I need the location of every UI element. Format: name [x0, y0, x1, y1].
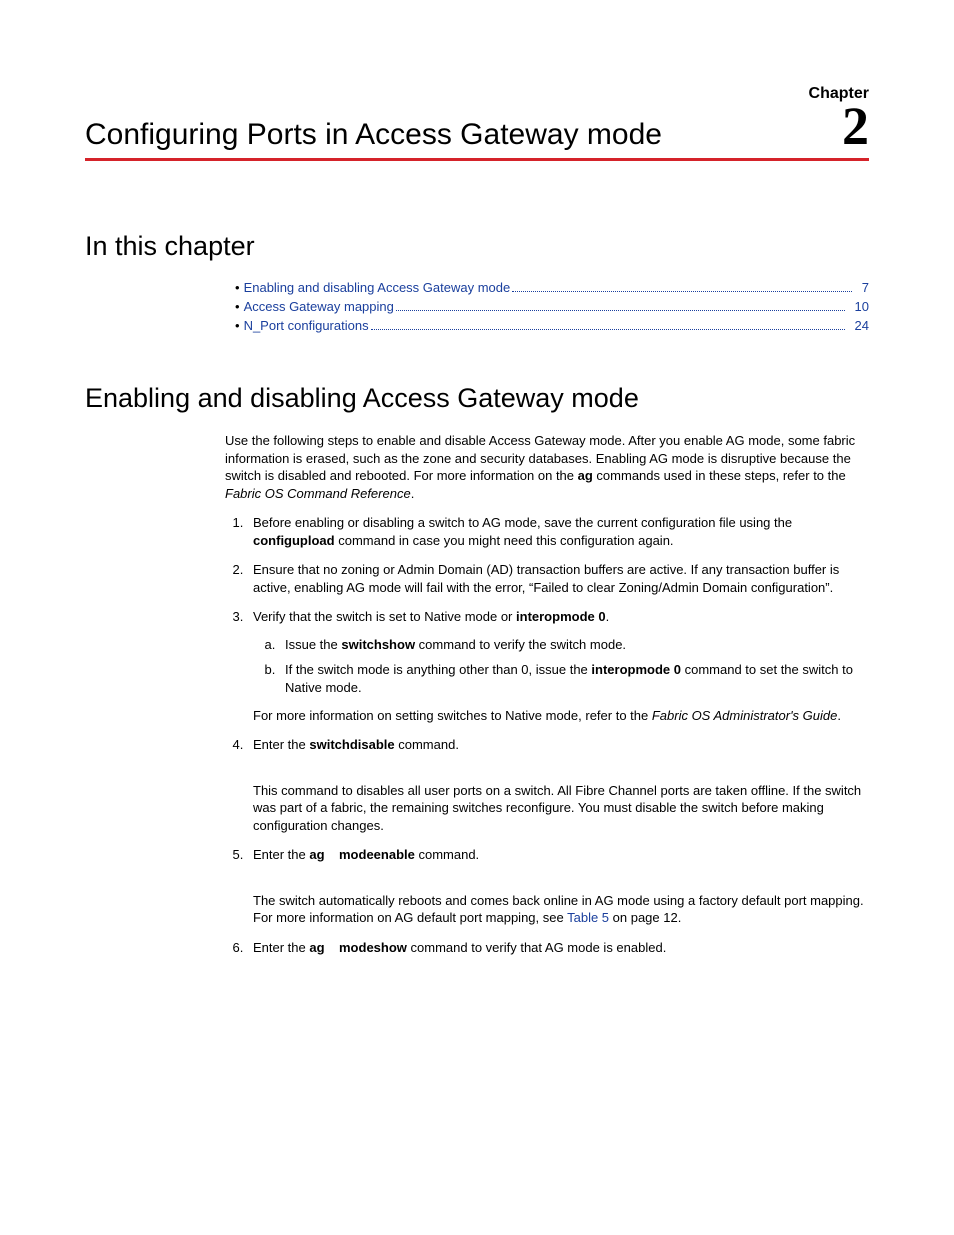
toc-leader: [396, 310, 845, 311]
command-text: configupload: [253, 533, 335, 548]
toc-link[interactable]: N_Port configurations: [244, 318, 369, 333]
toc-leader: [512, 291, 852, 292]
chapter-number: 2: [842, 105, 869, 148]
step-item: Ensure that no zoning or Admin Domain (A…: [247, 561, 869, 596]
reference-text: Fabric OS Administrator's Guide: [652, 708, 838, 723]
text: Before enabling or disabling a switch to…: [253, 515, 792, 530]
toc-page[interactable]: 7: [856, 280, 869, 295]
text: Enter the: [253, 737, 309, 752]
text: commands used in these steps, refer to t…: [593, 468, 846, 483]
section-body: Use the following steps to enable and di…: [225, 432, 869, 956]
text: command.: [415, 847, 479, 862]
reference-text: Fabric OS Command Reference: [225, 486, 411, 501]
toc-list: • Enabling and disabling Access Gateway …: [235, 280, 869, 333]
page: Chapter Configuring Ports in Access Gate…: [0, 0, 954, 1028]
chapter-label: Chapter: [85, 85, 869, 103]
substep-item: If the switch mode is anything other tha…: [279, 661, 869, 696]
command-text: interopmode 0: [591, 662, 681, 677]
substeps-list: Issue the switchshow command to verify t…: [253, 636, 869, 697]
chapter-header: Configuring Ports in Access Gateway mode…: [85, 105, 869, 161]
text: Verify that the switch is set to Native …: [253, 609, 516, 624]
command-text: switchdisable: [309, 737, 394, 752]
step-item: Verify that the switch is set to Native …: [247, 608, 869, 724]
command-text: switchshow: [341, 637, 415, 652]
substep-item: Issue the switchshow command to verify t…: [279, 636, 869, 654]
command-text: ag: [578, 468, 593, 483]
toc-link[interactable]: Enabling and disabling Access Gateway mo…: [244, 280, 511, 295]
text: on page 12.: [609, 910, 681, 925]
toc-page[interactable]: 10: [849, 299, 869, 314]
text: Issue the: [285, 637, 341, 652]
command-text: [325, 940, 339, 955]
bullet-icon: •: [235, 318, 240, 333]
step-item: Enter the ag modeshow command to verify …: [247, 939, 869, 957]
text: command to verify the switch mode.: [415, 637, 626, 652]
text: The switch automatically reboots and com…: [253, 893, 864, 926]
command-text: [325, 847, 339, 862]
text: Enter the: [253, 940, 309, 955]
text: .: [411, 486, 415, 501]
toc-page[interactable]: 24: [849, 318, 869, 333]
steps-list: Before enabling or disabling a switch to…: [225, 514, 869, 956]
command-text: modeshow: [339, 940, 407, 955]
command-text: modeenable: [339, 847, 415, 862]
step-body: This command to disables all user ports …: [253, 782, 869, 835]
chapter-title: Configuring Ports in Access Gateway mode: [85, 118, 662, 152]
text: command.: [395, 737, 459, 752]
bullet-icon: •: [235, 299, 240, 314]
toc-heading: In this chapter: [85, 231, 869, 262]
command-text: interopmode 0: [516, 609, 606, 624]
text: .: [837, 708, 841, 723]
text: Ensure that no zoning or Admin Domain (A…: [253, 562, 839, 595]
step-body: The switch automatically reboots and com…: [253, 892, 869, 927]
command-text: ag: [309, 847, 324, 862]
toc-item: • Enabling and disabling Access Gateway …: [235, 280, 869, 295]
text: command to verify that AG mode is enable…: [407, 940, 666, 955]
step-item: Enter the ag modeenable command. The swi…: [247, 846, 869, 927]
step-item: Before enabling or disabling a switch to…: [247, 514, 869, 549]
toc-leader: [371, 329, 845, 330]
step-item: Enter the switchdisable command. This co…: [247, 736, 869, 834]
section-heading: Enabling and disabling Access Gateway mo…: [85, 383, 869, 414]
toc-link[interactable]: Access Gateway mapping: [244, 299, 394, 314]
step-note: For more information on setting switches…: [253, 707, 869, 725]
bullet-icon: •: [235, 280, 240, 295]
toc-item: • Access Gateway mapping 10: [235, 299, 869, 314]
command-text: ag: [309, 940, 324, 955]
cross-ref-link[interactable]: Table 5: [567, 910, 609, 925]
intro-paragraph: Use the following steps to enable and di…: [225, 432, 869, 502]
text: For more information on setting switches…: [253, 708, 652, 723]
text: If the switch mode is anything other tha…: [285, 662, 591, 677]
toc-item: • N_Port configurations 24: [235, 318, 869, 333]
text: Enter the: [253, 847, 309, 862]
text: command in case you might need this conf…: [335, 533, 674, 548]
text: .: [606, 609, 610, 624]
